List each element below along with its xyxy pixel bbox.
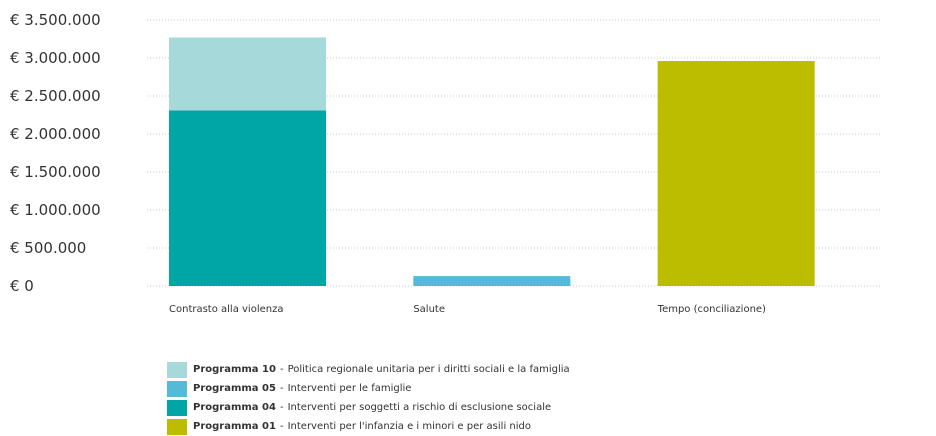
bar-programma-01[interactable] (657, 61, 815, 286)
chart-canvas: € 0 € 500.000 € 1.000.000 € 1.500.000 € 2.00… (10, 11, 880, 315)
y-tick-label: € 1.500.000 (10, 163, 101, 181)
legend-item: Programma 05- Interventi per le famiglie (167, 379, 570, 398)
x-category-label: Salute (413, 304, 445, 315)
legend-series-description: Interventi per l'infanzia e i minori e p… (287, 421, 531, 432)
y-tick-label: € 2.000.000 (10, 125, 101, 143)
legend-series-name: Programma 05 (193, 383, 276, 394)
legend-series-description: Interventi per soggetti a rischio di esc… (287, 402, 552, 413)
legend-series-name: Programma 01 (193, 421, 276, 432)
legend-item: Programma 01- Interventi per l'infanzia e… (167, 417, 570, 436)
legend-separator: - (279, 383, 284, 394)
legend-series-description: Interventi per le famiglie (287, 383, 412, 394)
legend-separator: - (279, 421, 284, 432)
legend-swatch (167, 380, 187, 397)
legend-series-name: Programma 10 (193, 364, 276, 375)
bar-programma-10[interactable] (169, 37, 326, 111)
legend-separator: - (279, 364, 284, 375)
legend-separator: - (279, 402, 284, 413)
legend-series-description: Politica regionale unitaria per i diritt… (287, 364, 570, 375)
bar-programma-05[interactable] (413, 276, 571, 286)
y-tick-label: € 3.500.000 (10, 11, 101, 29)
x-category-label: Tempo (conciliazione) (657, 304, 766, 315)
y-tick-label: € 1.000.000 (10, 201, 101, 219)
y-tick-label: € 500.000 (10, 239, 86, 257)
legend-swatch (167, 361, 187, 378)
x-category-label: Contrasto alla violenza (169, 304, 283, 315)
legend-swatch (167, 418, 187, 435)
y-tick-label: € 3.000.000 (10, 49, 101, 67)
y-tick-label: € 0 (10, 277, 34, 295)
chart-legend: Programma 10- Politica regionale unitaria… (167, 360, 570, 436)
legend-series-name: Programma 04 (193, 402, 276, 413)
legend-swatch (167, 399, 187, 416)
y-tick-label: € 2.500.000 (10, 87, 101, 105)
bar-programma-04[interactable] (169, 110, 326, 286)
legend-item: Programma 04- Interventi per soggetti a r… (167, 398, 570, 417)
legend-item: Programma 10- Politica regionale unitaria… (167, 360, 570, 379)
